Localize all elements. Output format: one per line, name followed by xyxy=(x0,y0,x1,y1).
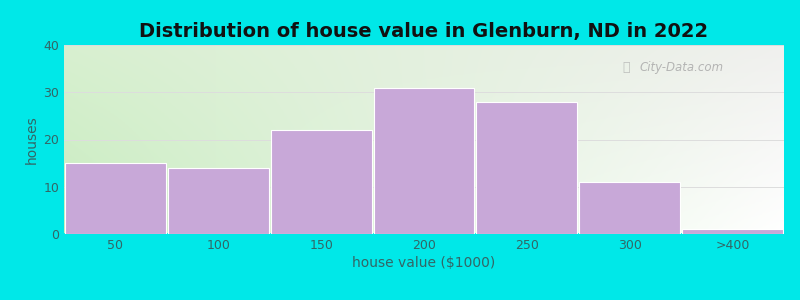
Bar xyxy=(168,168,269,234)
Bar xyxy=(374,88,474,234)
Title: Distribution of house value in Glenburn, ND in 2022: Distribution of house value in Glenburn,… xyxy=(139,22,709,41)
Bar xyxy=(579,182,680,234)
Text: ⦿: ⦿ xyxy=(622,61,630,74)
Y-axis label: houses: houses xyxy=(25,115,39,164)
Bar xyxy=(65,163,166,234)
X-axis label: house value ($1000): house value ($1000) xyxy=(352,256,496,270)
Bar xyxy=(270,130,371,234)
Bar xyxy=(682,229,783,234)
Text: City-Data.com: City-Data.com xyxy=(640,61,724,74)
Bar xyxy=(477,102,578,234)
